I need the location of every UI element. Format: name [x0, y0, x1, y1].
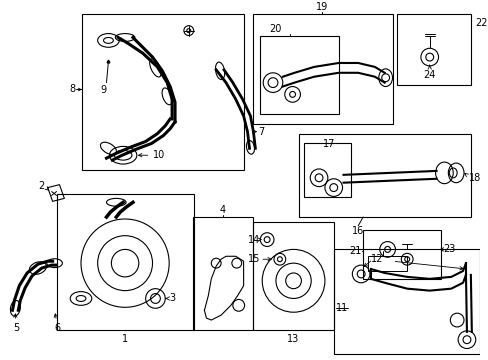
Text: 20: 20: [268, 23, 281, 33]
Text: 3: 3: [169, 293, 175, 303]
Bar: [363, 230, 441, 279]
Text: 22: 22: [474, 18, 486, 28]
Bar: [397, 14, 470, 85]
Text: 14: 14: [247, 235, 260, 244]
Bar: [304, 143, 351, 197]
Bar: [82, 14, 243, 170]
Bar: [253, 14, 392, 124]
Text: 9: 9: [100, 85, 106, 95]
Text: 12: 12: [370, 254, 383, 264]
Text: 8: 8: [69, 85, 75, 94]
Text: 15: 15: [247, 254, 260, 264]
Text: 24: 24: [423, 70, 435, 80]
Text: 4: 4: [220, 205, 225, 215]
Text: 23: 23: [443, 244, 455, 255]
Text: 13: 13: [287, 334, 299, 344]
Bar: [192, 217, 253, 330]
Text: 5: 5: [13, 323, 20, 333]
Bar: [367, 256, 407, 271]
Text: 6: 6: [54, 323, 61, 333]
Text: 11: 11: [335, 303, 347, 313]
Bar: [333, 249, 479, 354]
Text: 10: 10: [152, 150, 164, 160]
Text: 2: 2: [39, 181, 45, 191]
Bar: [299, 134, 470, 217]
Bar: [253, 222, 333, 330]
Text: 19: 19: [315, 2, 327, 12]
Text: 7: 7: [258, 127, 264, 137]
Text: 21: 21: [348, 246, 361, 256]
Text: 18: 18: [468, 173, 480, 183]
Bar: [57, 194, 193, 330]
Bar: [260, 36, 338, 114]
Text: 16: 16: [351, 226, 364, 236]
Text: 17: 17: [322, 139, 334, 149]
Text: 1: 1: [122, 334, 128, 344]
